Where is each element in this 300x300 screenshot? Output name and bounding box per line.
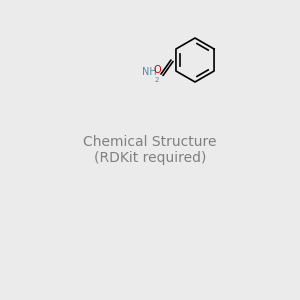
Text: NH: NH bbox=[142, 67, 156, 77]
Text: 2: 2 bbox=[155, 77, 159, 83]
Text: Chemical Structure
(RDKit required): Chemical Structure (RDKit required) bbox=[83, 135, 217, 165]
Text: O: O bbox=[153, 65, 161, 75]
